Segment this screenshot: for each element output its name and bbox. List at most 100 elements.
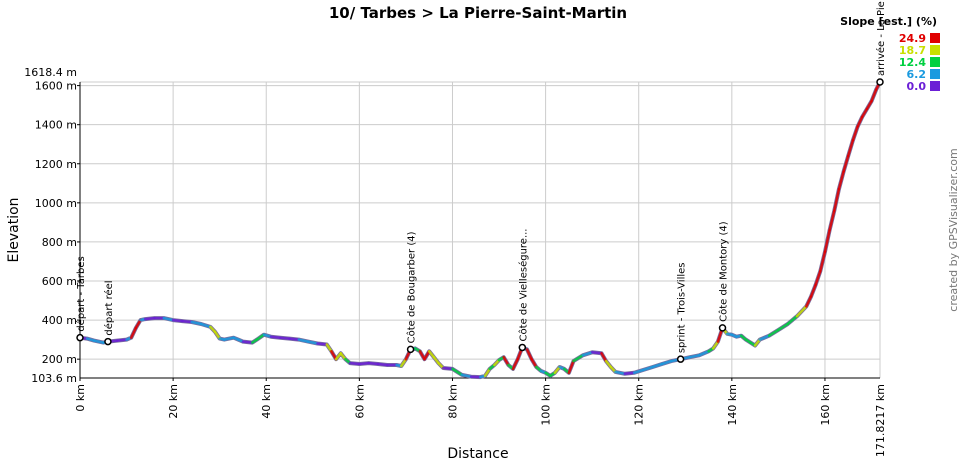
- profile-segment: [418, 350, 426, 361]
- profile-segment: [460, 373, 473, 378]
- profile-segment: [632, 368, 645, 375]
- profile-segment: [400, 357, 408, 368]
- plot-frame: [79, 82, 880, 379]
- profile-segment: [213, 330, 221, 340]
- y-tick-label: 600 m: [42, 275, 77, 288]
- waypoint-label: départ - Tarbes: [75, 256, 87, 331]
- legend-swatch: [930, 81, 940, 91]
- legend-value: 24.9: [899, 32, 926, 45]
- x-tick-label: 20 km: [167, 384, 180, 419]
- profile-segment: [623, 371, 636, 376]
- profile-segment: [255, 333, 266, 341]
- y-max-label: 1618.4 m: [24, 66, 77, 79]
- x-tick-label: 100 km: [540, 384, 553, 426]
- waypoint-marker: [76, 333, 84, 342]
- profile-segment: [795, 305, 808, 318]
- profile-segment: [688, 354, 701, 359]
- profile-segment: [777, 322, 789, 332]
- credit-text: created by GPSVisualizer.com: [947, 148, 960, 311]
- profile-segment: [376, 362, 389, 367]
- legend-title: Slope [est.] (%): [840, 15, 937, 28]
- profile-segment: [348, 361, 361, 366]
- profile-segment: [358, 361, 370, 366]
- profile-segment: [330, 350, 338, 361]
- profile-segment: [269, 335, 282, 339]
- profile-segment: [306, 340, 319, 345]
- profile-segment: [297, 338, 310, 343]
- profile-segment: [288, 337, 301, 341]
- x-axis-label: Distance: [447, 446, 508, 460]
- profile-segment: [711, 340, 720, 350]
- grid-lines: [79, 81, 881, 378]
- profile-segment: [581, 351, 594, 357]
- profile-segment: [171, 318, 184, 323]
- profile-segment: [604, 359, 613, 369]
- profile-segment: [851, 125, 859, 142]
- profile-segment: [642, 365, 654, 372]
- waypoint-marker: [676, 355, 685, 363]
- y-axis-label: Elevation: [6, 197, 22, 262]
- profile-segment: [651, 362, 664, 369]
- legend-swatch: [930, 45, 940, 55]
- waypoint-marker: [518, 343, 527, 352]
- y-axis-ticks: 200 m 400 m 600 m 800 m 1000 m 1200 m 1400 m 16…: [24, 66, 80, 385]
- profile-segment: [115, 338, 128, 342]
- x-tick-label: 160 km: [819, 384, 832, 426]
- y-min-label: 103.6 m: [31, 372, 77, 385]
- profile-segment: [325, 343, 333, 353]
- profile-segment: [181, 319, 193, 324]
- profile-segment: [162, 316, 175, 322]
- profile-segment: [856, 115, 864, 128]
- profile-segment: [525, 348, 533, 361]
- x-tick-label: 80 km: [446, 384, 459, 419]
- profile-segment: [842, 154, 850, 173]
- profile-segment: [590, 351, 603, 355]
- profile-segment: [134, 318, 142, 330]
- profile-segment: [241, 340, 254, 344]
- profile-segment: [199, 322, 212, 329]
- profile-segment: [129, 326, 138, 339]
- profile-segment: [441, 366, 454, 371]
- waypoint-marker: [406, 345, 415, 354]
- profile-segment: [567, 359, 575, 375]
- profile-segment: [767, 328, 780, 337]
- profile-segment: [786, 314, 799, 326]
- profile-segment: [697, 350, 710, 357]
- profile-segment: [870, 88, 878, 103]
- profile-segment: [600, 352, 608, 363]
- x-tick-label: 40 km: [260, 384, 273, 419]
- profile-segment: [339, 352, 347, 361]
- legend-value: 0.0: [907, 80, 927, 93]
- profile-segment: [423, 350, 431, 361]
- waypoint-label: Côte de Vielleségure...: [517, 229, 529, 342]
- profile-base-line: [78, 80, 882, 380]
- slope-legend: Slope [est.] (%) 24.918.712.46.20.0: [840, 15, 940, 93]
- profile-segment: [223, 336, 235, 341]
- legend-swatch: [930, 69, 940, 79]
- waypoint-marker: [104, 337, 112, 346]
- waypoint-label: arrivée - La Pie: [875, 1, 887, 76]
- profile-segment: [833, 187, 841, 212]
- waypoint-markers: départ - Tarbes départ réel Côte de Bougar…: [75, 1, 887, 363]
- elevation-profile-line: [78, 80, 882, 380]
- profile-segment: [614, 370, 627, 376]
- profile-segment: [805, 295, 813, 308]
- profile-segment: [828, 209, 836, 232]
- profile-segment: [660, 359, 673, 366]
- y-tick-label: 1200 m: [35, 158, 77, 171]
- profile-segment: [758, 334, 771, 341]
- waypoint-label: sprint - Trois-Villes: [677, 263, 688, 354]
- profile-segment: [860, 107, 869, 119]
- legend-swatch: [930, 33, 940, 43]
- legend-swatch: [930, 57, 940, 67]
- x-tick-label: 0 km: [74, 384, 87, 412]
- profile-segment: [511, 357, 519, 371]
- profile-segment: [451, 367, 464, 377]
- waypoint-label: départ réel: [103, 280, 115, 335]
- legend-value: 18.7: [899, 44, 926, 57]
- legend-value: 6.2: [907, 68, 927, 81]
- x-tick-label: 140 km: [726, 384, 739, 426]
- profile-segment: [814, 269, 822, 287]
- y-tick-label: 400 m: [42, 314, 77, 327]
